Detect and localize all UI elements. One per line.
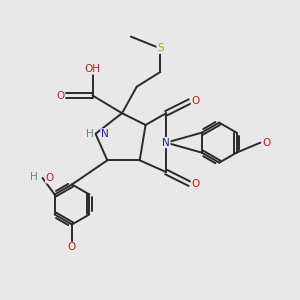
- Text: O: O: [191, 96, 200, 106]
- Text: O: O: [191, 179, 200, 189]
- Text: O: O: [262, 138, 270, 148]
- Text: O: O: [46, 173, 54, 183]
- Text: O: O: [68, 242, 76, 252]
- Text: S: S: [157, 44, 164, 53]
- Text: OH: OH: [85, 64, 101, 74]
- Text: O: O: [56, 91, 64, 100]
- Text: N: N: [162, 138, 170, 148]
- Text: H: H: [86, 129, 94, 139]
- Text: N: N: [101, 129, 109, 139]
- Text: H: H: [30, 172, 38, 182]
